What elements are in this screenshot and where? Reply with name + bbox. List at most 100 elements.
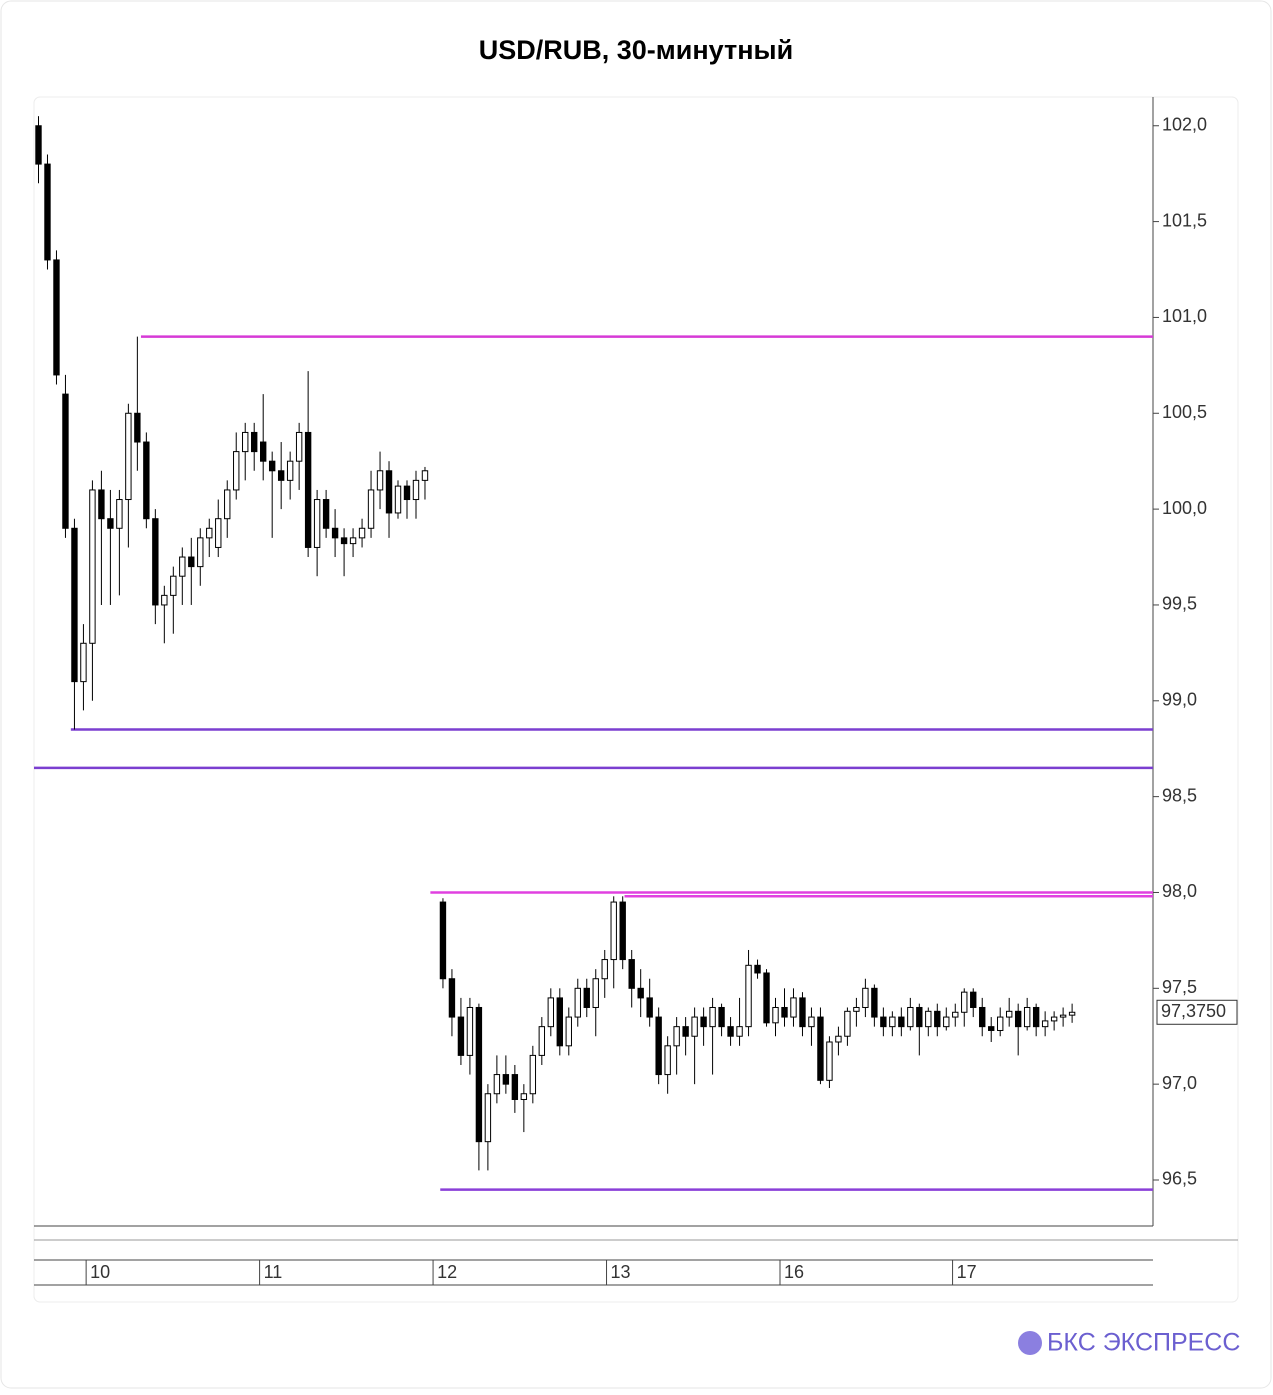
y-tick-label: 101,5 bbox=[1162, 210, 1207, 230]
candle-body bbox=[601, 959, 608, 980]
candle-body bbox=[565, 1016, 572, 1047]
candle-body bbox=[538, 1026, 546, 1056]
candle-body bbox=[313, 499, 321, 548]
y-tick-label: 101,0 bbox=[1162, 306, 1207, 326]
candle-body bbox=[53, 259, 60, 376]
candle-body bbox=[475, 1006, 483, 1143]
candle-body bbox=[682, 1026, 689, 1037]
candle-body bbox=[349, 537, 357, 545]
candle-body bbox=[484, 1093, 492, 1143]
candle-body bbox=[763, 972, 770, 1024]
candle-body bbox=[1041, 1020, 1049, 1028]
candle-body bbox=[161, 594, 168, 606]
candle-body bbox=[502, 1074, 510, 1085]
x-tick-label: 17 bbox=[957, 1262, 977, 1282]
candle-body bbox=[71, 527, 78, 683]
candle-body bbox=[385, 470, 393, 514]
candle-body bbox=[295, 431, 303, 462]
y-tick-label: 99,0 bbox=[1162, 690, 1197, 710]
last-price-label: 97,3750 bbox=[1161, 1001, 1226, 1021]
y-tick-label: 102,0 bbox=[1162, 115, 1207, 135]
candle-body bbox=[152, 518, 159, 606]
candle-body bbox=[547, 997, 555, 1028]
candle-body bbox=[340, 537, 348, 545]
candle-body bbox=[89, 489, 96, 644]
candle-body bbox=[44, 163, 51, 261]
candle-body bbox=[1050, 1016, 1058, 1022]
candle-body bbox=[988, 1026, 995, 1031]
candle-body bbox=[817, 1016, 824, 1081]
candle-body bbox=[224, 489, 231, 520]
candle-body bbox=[826, 1041, 833, 1081]
candle-body bbox=[736, 1026, 743, 1037]
candle-body bbox=[35, 125, 42, 165]
candle-body bbox=[664, 1045, 671, 1076]
candle-body bbox=[403, 485, 411, 501]
candle-body bbox=[700, 1016, 707, 1028]
candle-body bbox=[367, 489, 375, 529]
candle-body bbox=[286, 460, 294, 481]
candle-body bbox=[520, 1093, 528, 1100]
candle-body bbox=[952, 1011, 959, 1018]
x-tick-label: 16 bbox=[784, 1262, 804, 1282]
candle-body bbox=[62, 393, 69, 529]
brand-logo bbox=[1018, 1331, 1042, 1355]
candle-body bbox=[268, 460, 276, 472]
candle-body bbox=[233, 451, 240, 491]
candle-body bbox=[718, 1006, 725, 1028]
candle-body bbox=[511, 1074, 519, 1100]
candle-body bbox=[493, 1074, 501, 1095]
candle-body bbox=[943, 1016, 950, 1028]
candle-body bbox=[925, 1010, 932, 1028]
candle-body bbox=[862, 987, 869, 1008]
candle-body bbox=[916, 1006, 923, 1028]
x-tick-label: 13 bbox=[611, 1262, 631, 1282]
candle-body bbox=[107, 518, 114, 529]
candle-body bbox=[889, 1016, 896, 1028]
candle-body bbox=[466, 1006, 474, 1056]
candle-body bbox=[412, 479, 420, 501]
candle-body bbox=[1068, 1011, 1076, 1016]
chart-title: USD/RUB, 30-минутный bbox=[479, 35, 793, 65]
candle-body bbox=[592, 978, 599, 1008]
candle-body bbox=[898, 1016, 905, 1028]
candle-body bbox=[259, 441, 267, 462]
candle-body bbox=[376, 470, 384, 491]
candle-body bbox=[934, 1010, 941, 1028]
candle-body bbox=[277, 470, 285, 481]
y-tick-label: 97,0 bbox=[1162, 1073, 1197, 1093]
candle-body bbox=[1023, 1006, 1031, 1028]
candle-body bbox=[1032, 1006, 1040, 1028]
y-tick-label: 100,0 bbox=[1162, 498, 1207, 518]
candle-body bbox=[574, 987, 581, 1018]
candle-body bbox=[179, 556, 186, 577]
candle-body bbox=[206, 527, 213, 539]
y-tick-label: 96,5 bbox=[1162, 1169, 1197, 1189]
candle-body bbox=[143, 441, 150, 520]
candle-body bbox=[134, 412, 141, 443]
candle-body bbox=[799, 997, 806, 1028]
candle-body bbox=[844, 1010, 851, 1037]
candle-body bbox=[655, 1016, 662, 1076]
candle-body bbox=[997, 1016, 1004, 1031]
candle-body bbox=[628, 959, 635, 989]
candle-body bbox=[251, 431, 258, 453]
candle-body bbox=[979, 1006, 986, 1028]
candle-body bbox=[727, 1026, 734, 1037]
candle-body bbox=[610, 901, 617, 961]
candle-body bbox=[790, 997, 797, 1018]
x-tick-label: 12 bbox=[437, 1262, 457, 1282]
candle-body bbox=[907, 1006, 914, 1028]
x-tick-label: 10 bbox=[90, 1262, 110, 1282]
candle-body bbox=[691, 1016, 698, 1037]
candle-body bbox=[529, 1054, 537, 1095]
brand: БКС ЭКСПРЕСС bbox=[1047, 1329, 1240, 1357]
candle-body bbox=[970, 991, 977, 1008]
candle-body bbox=[439, 901, 447, 980]
y-tick-label: 98,5 bbox=[1162, 785, 1197, 805]
candle-body bbox=[745, 964, 752, 1028]
chart-frame bbox=[33, 96, 1239, 1303]
candle-body bbox=[197, 537, 204, 568]
